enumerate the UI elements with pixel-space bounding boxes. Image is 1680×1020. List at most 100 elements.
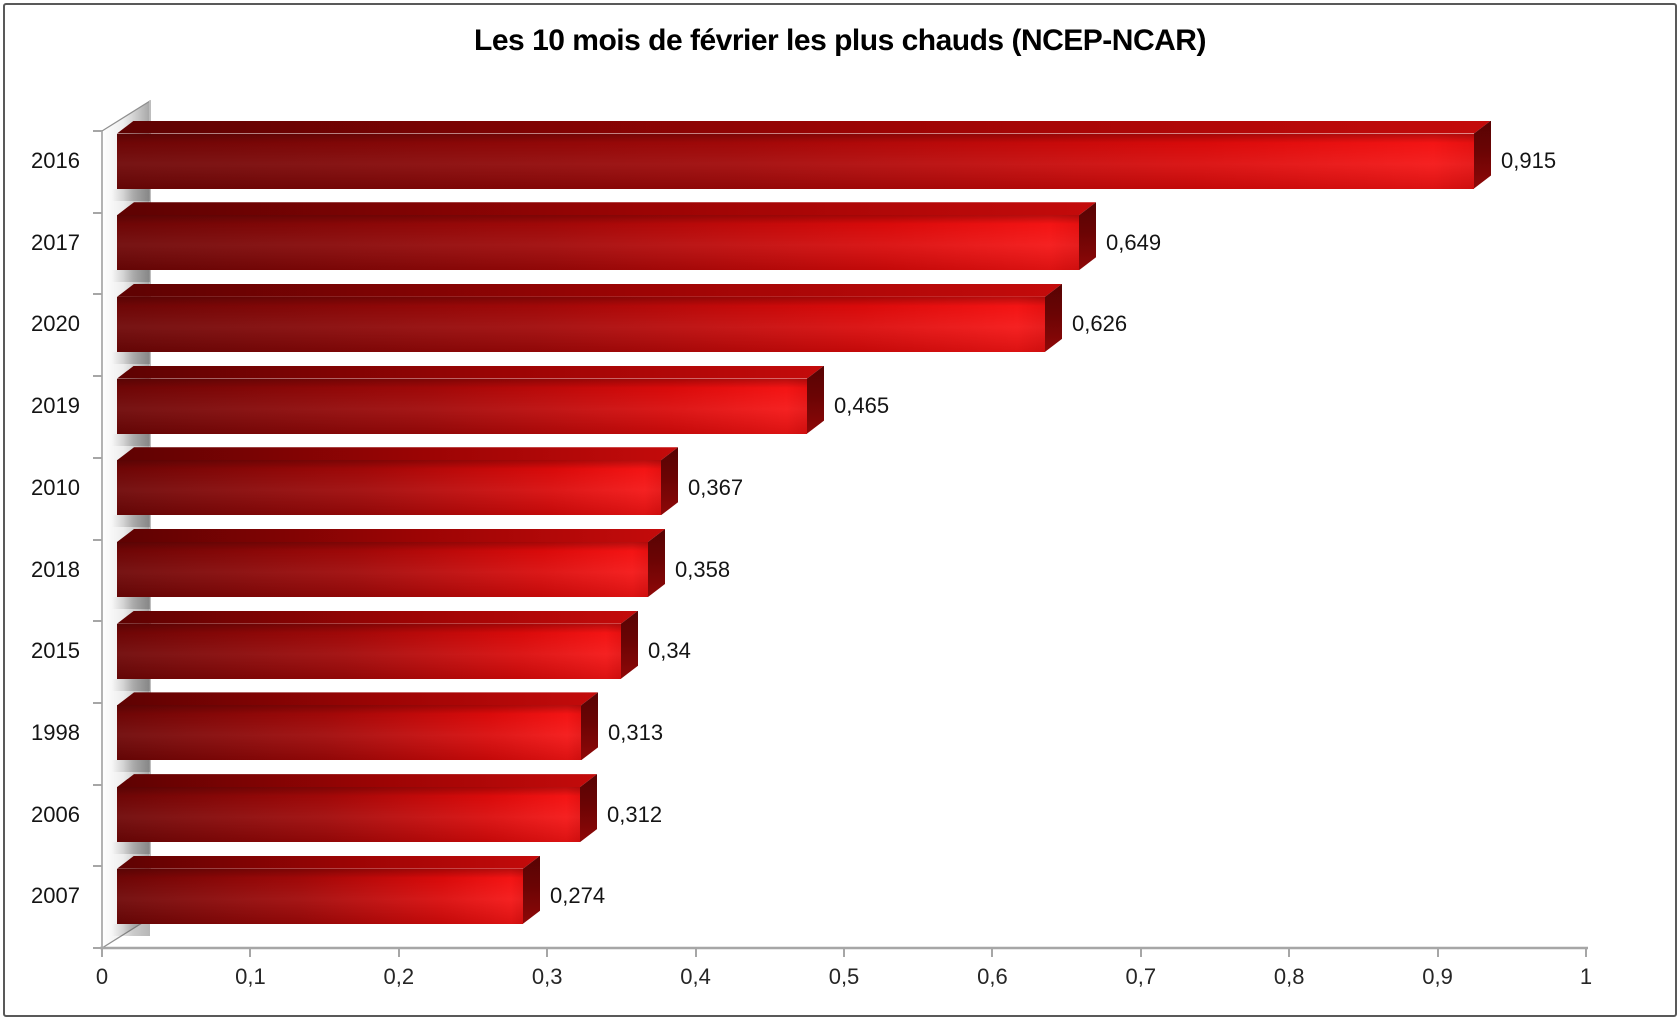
bar-top-face — [117, 284, 1062, 297]
x-axis-tick — [1288, 948, 1291, 957]
y-axis-category-label: 2020 — [31, 311, 80, 337]
bar-front-face — [117, 378, 807, 434]
bar-front-face — [117, 296, 1045, 352]
bar-side-face — [621, 610, 638, 679]
y-axis-tick — [93, 293, 102, 296]
y-axis-category-label: 2015 — [31, 638, 80, 664]
bar-shadow-on-wall — [112, 515, 150, 528]
bar-value-label: 0,649 — [1106, 229, 1162, 255]
x-axis-tick-label: 0,8 — [1273, 964, 1305, 989]
bar-3d — [117, 365, 824, 434]
x-axis-tick — [546, 948, 549, 957]
x-axis-tick-label: 0,5 — [828, 964, 860, 989]
y-axis-tick — [93, 701, 102, 704]
bar-front-face — [117, 542, 648, 597]
y-axis-tick — [93, 211, 102, 214]
bar-front-face — [117, 705, 581, 761]
x-axis-tick — [1436, 948, 1439, 957]
y-axis-category-label: 2018 — [31, 556, 80, 582]
bar-side-face — [1474, 120, 1491, 189]
bar-side-face — [523, 855, 540, 924]
x-axis-tick-label: 0,2 — [383, 964, 415, 989]
y-axis-tick — [93, 620, 102, 623]
y-axis-tick — [93, 538, 102, 541]
bar-shadow-on-wall — [112, 842, 150, 855]
bar-3d — [117, 774, 597, 843]
bar-top-face — [117, 856, 540, 869]
x-axis-tick-label: 0,4 — [680, 964, 711, 989]
x-axis-tick — [1585, 948, 1587, 957]
bar-front-face — [117, 868, 523, 924]
bar-side-face — [661, 447, 678, 516]
x-axis-tick-label: 0,9 — [1422, 964, 1453, 989]
x-axis-tick — [1139, 948, 1142, 957]
x-axis-tick-label: 0,1 — [235, 964, 266, 989]
y-axis-category-label: 2017 — [31, 229, 80, 255]
x-axis-tick — [991, 948, 994, 957]
bar-front-face — [117, 787, 580, 843]
y-axis-tick — [93, 865, 102, 868]
bar-value-label: 0,274 — [550, 883, 606, 909]
y-axis-tick — [93, 947, 102, 949]
x-axis-tick-label: 0,7 — [1125, 964, 1157, 989]
y-axis-category-label: 2007 — [31, 883, 80, 909]
y-axis-tick — [93, 783, 102, 786]
bar-top-face — [117, 366, 824, 379]
x-axis-tick — [843, 948, 845, 957]
bar-value-label: 0,367 — [688, 474, 744, 500]
bar-top-face — [117, 692, 598, 705]
bar-front-face — [117, 460, 661, 516]
x-axis-tick-label: 0,6 — [977, 964, 1008, 989]
y-axis-tick — [93, 456, 102, 459]
bar-3d — [117, 120, 1491, 189]
bar-3d — [117, 447, 678, 516]
bar-front-face — [117, 623, 621, 679]
y-axis-tick — [93, 375, 102, 378]
x-axis-tick-label: 0,3 — [531, 964, 563, 989]
y-axis-tick — [93, 130, 102, 132]
bar-value-label: 0,313 — [608, 719, 664, 745]
bar-side-face — [807, 365, 824, 434]
bar-front-face — [117, 215, 1079, 271]
bar-shadow-on-wall — [112, 678, 150, 691]
bar-top-face — [117, 121, 1491, 134]
y-axis-category-label: 2006 — [31, 801, 80, 827]
bar-side-face — [1045, 283, 1062, 352]
bar-3d — [117, 692, 598, 761]
bar-3d — [117, 202, 1096, 271]
bar-value-label: 0,34 — [648, 638, 691, 664]
bar-value-label: 0,915 — [1501, 148, 1557, 173]
bar-side-face — [580, 774, 597, 843]
bar-shadow-on-wall — [112, 760, 150, 773]
x-axis-tick — [101, 948, 103, 957]
bar-side-face — [648, 529, 665, 597]
x-axis-tick-label: 0 — [95, 964, 109, 989]
bar-shadow-on-wall — [112, 433, 150, 446]
bar-front-face — [117, 133, 1474, 189]
bar-side-face — [581, 692, 598, 761]
chart-title: Les 10 mois de février les plus chauds (… — [474, 24, 1206, 57]
x-axis-tick-label: 1 — [1579, 964, 1593, 989]
bar-shadow-on-wall — [112, 188, 150, 201]
x-axis-tick — [249, 948, 252, 957]
bar-value-label: 0,358 — [675, 556, 731, 582]
bar-top-face — [117, 774, 597, 787]
bar-3d — [117, 283, 1062, 352]
y-axis-category-label: 2016 — [31, 148, 80, 173]
bar-value-label: 0,312 — [607, 801, 663, 827]
bar-shadow-on-wall — [112, 351, 150, 364]
bar-value-label: 0,465 — [834, 393, 890, 419]
bar-top-face — [117, 202, 1096, 215]
bar-shadow-on-wall — [112, 923, 150, 936]
bar-shadow-on-wall — [112, 597, 150, 609]
y-axis-category-label: 1998 — [31, 719, 80, 745]
bar-shadow-on-wall — [112, 270, 150, 283]
bar-3d — [117, 610, 638, 679]
bar-value-label: 0,626 — [1072, 311, 1128, 337]
x-axis-tick — [397, 948, 400, 957]
bar-3d — [117, 529, 665, 597]
